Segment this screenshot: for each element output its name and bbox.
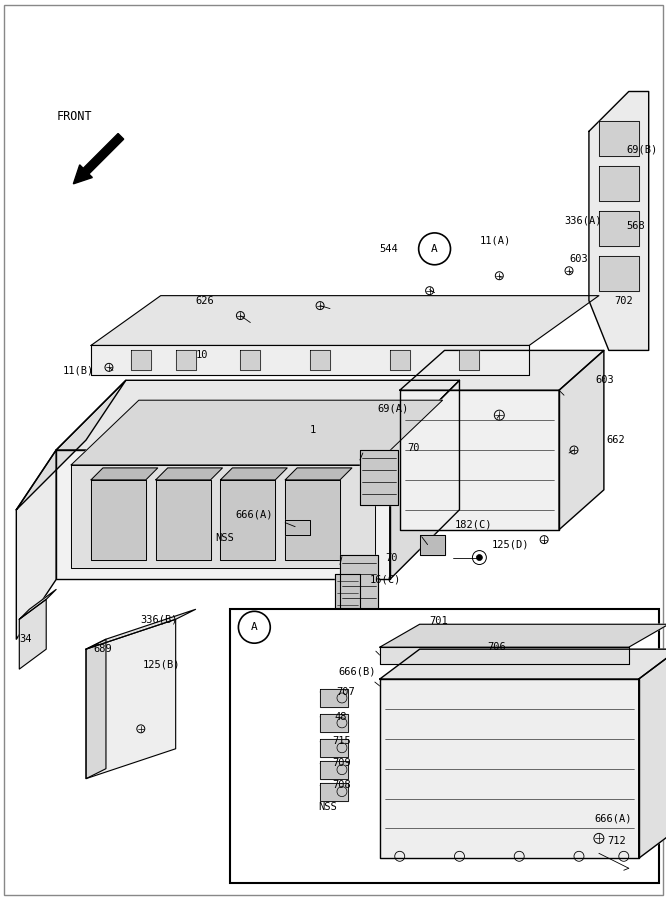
Polygon shape (91, 295, 599, 346)
Polygon shape (175, 350, 195, 370)
Polygon shape (320, 739, 348, 757)
Polygon shape (380, 625, 667, 647)
Polygon shape (16, 450, 56, 639)
Polygon shape (320, 689, 348, 706)
Polygon shape (400, 350, 604, 391)
Text: 715: 715 (332, 736, 351, 746)
Polygon shape (420, 535, 444, 554)
Text: 125(D): 125(D) (492, 540, 529, 550)
Polygon shape (320, 714, 348, 732)
Text: 706: 706 (488, 643, 506, 652)
Polygon shape (380, 649, 667, 679)
Text: 1: 1 (310, 425, 316, 435)
Text: 626: 626 (195, 295, 214, 306)
Polygon shape (240, 350, 260, 370)
Polygon shape (460, 350, 480, 370)
Polygon shape (285, 480, 340, 560)
Text: 702: 702 (614, 295, 632, 306)
Text: 666(A): 666(A) (594, 814, 632, 824)
Text: 182(C): 182(C) (454, 519, 492, 530)
Polygon shape (599, 166, 639, 201)
Polygon shape (56, 381, 460, 450)
Polygon shape (380, 679, 639, 859)
Text: 48: 48 (334, 712, 346, 722)
Text: 70: 70 (408, 443, 420, 453)
Text: 666(B): 666(B) (338, 666, 376, 676)
Polygon shape (91, 468, 157, 480)
Text: NSS: NSS (215, 533, 234, 543)
Polygon shape (155, 468, 223, 480)
Polygon shape (390, 350, 410, 370)
Polygon shape (599, 256, 639, 291)
Polygon shape (19, 590, 56, 619)
Text: 707: 707 (336, 687, 355, 697)
Polygon shape (91, 346, 529, 375)
Text: 708: 708 (332, 779, 351, 789)
Text: 16(C): 16(C) (370, 574, 401, 584)
Polygon shape (155, 480, 211, 560)
Polygon shape (639, 649, 667, 859)
Polygon shape (599, 122, 639, 157)
Polygon shape (320, 783, 348, 800)
Text: 603: 603 (595, 375, 614, 385)
Polygon shape (56, 450, 390, 580)
Polygon shape (71, 400, 442, 465)
Polygon shape (86, 639, 106, 778)
Text: A: A (431, 244, 438, 254)
Polygon shape (71, 465, 375, 568)
Polygon shape (285, 468, 352, 480)
Polygon shape (320, 760, 348, 778)
Polygon shape (19, 599, 46, 669)
Bar (230, 609, 658, 883)
Polygon shape (91, 480, 146, 560)
Text: FRONT: FRONT (56, 110, 92, 123)
Text: 666(A): 666(A) (235, 509, 273, 519)
Polygon shape (221, 468, 287, 480)
Polygon shape (390, 381, 460, 580)
Text: 11(A): 11(A) (480, 236, 511, 246)
Polygon shape (221, 480, 275, 560)
Text: 70: 70 (385, 553, 398, 562)
Polygon shape (131, 350, 151, 370)
Polygon shape (310, 350, 330, 370)
Polygon shape (335, 574, 360, 619)
Text: 11(B): 11(B) (63, 365, 95, 375)
Polygon shape (380, 647, 629, 664)
Text: 336(A): 336(A) (564, 216, 602, 226)
Circle shape (476, 554, 482, 561)
Polygon shape (599, 211, 639, 246)
Polygon shape (86, 609, 195, 649)
Text: 568: 568 (627, 220, 646, 231)
Text: NSS: NSS (318, 802, 337, 812)
Text: 712: 712 (607, 836, 626, 846)
Text: 689: 689 (93, 644, 112, 654)
Text: 701: 701 (430, 616, 448, 626)
Text: 125(B): 125(B) (143, 659, 180, 669)
Polygon shape (400, 391, 559, 530)
Polygon shape (340, 554, 378, 609)
Text: 34: 34 (19, 634, 32, 644)
Text: 544: 544 (380, 244, 399, 254)
Text: 69(B): 69(B) (627, 144, 658, 154)
Text: 69(A): 69(A) (378, 403, 409, 413)
Polygon shape (589, 92, 649, 350)
FancyArrow shape (73, 133, 123, 184)
Polygon shape (360, 450, 398, 505)
Text: 336(B): 336(B) (141, 615, 178, 625)
Text: A: A (251, 622, 257, 633)
Text: 709: 709 (332, 758, 351, 768)
Polygon shape (86, 619, 175, 778)
Text: 603: 603 (569, 254, 588, 264)
Polygon shape (285, 519, 310, 535)
Polygon shape (16, 381, 126, 509)
Text: 662: 662 (607, 435, 626, 445)
Text: 10: 10 (195, 350, 208, 360)
Polygon shape (559, 350, 604, 530)
